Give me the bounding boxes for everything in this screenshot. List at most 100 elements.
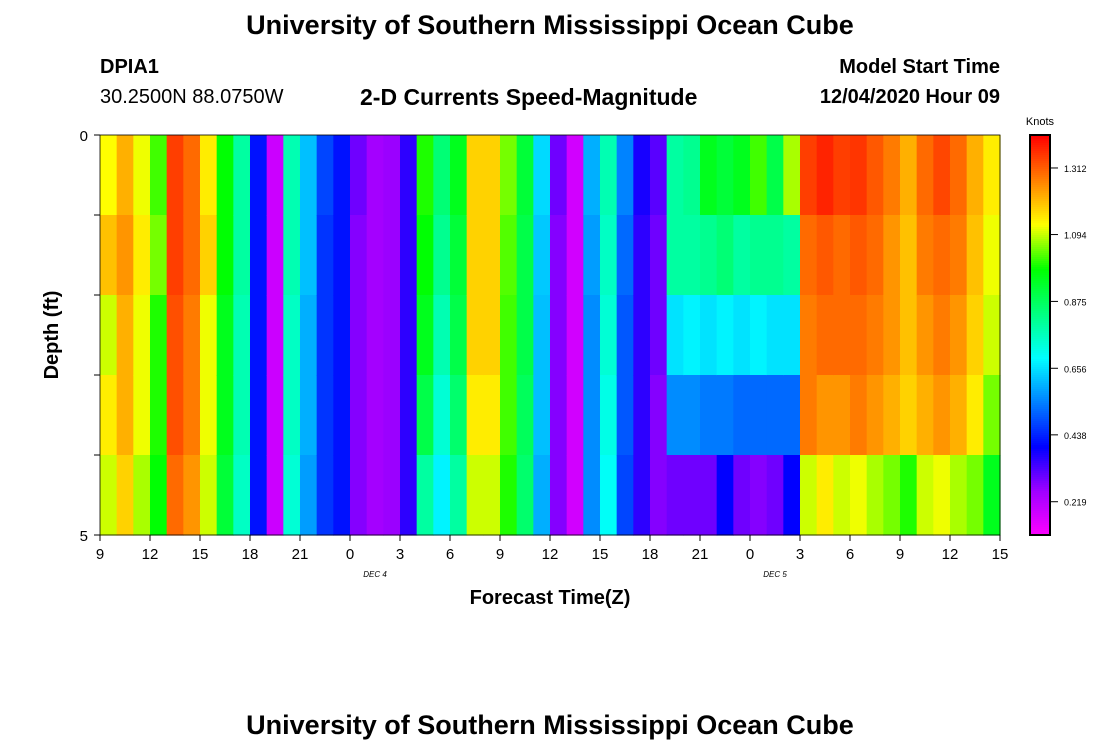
colorbar-strip [1030,297,1050,300]
heatmap-cell [750,455,768,536]
colorbar-strip [1030,379,1050,382]
colorbar-strip [1030,463,1050,466]
colorbar-strip [1030,189,1050,192]
heatmap-cell [466,295,484,376]
heatmap-cell [950,135,968,216]
colorbar-strip [1030,165,1050,168]
heatmap-cell [633,135,651,216]
heatmap-cell [933,215,951,296]
heatmap-cell [183,295,201,376]
colorbar-strip [1030,461,1050,464]
heatmap-cell [150,295,168,376]
heatmap-cell [966,375,984,456]
heatmap-cell [866,295,884,376]
colorbar-strip [1030,257,1050,260]
colorbar-strip [1030,337,1050,340]
heatmap-cell [666,215,684,296]
colorbar-strip [1030,269,1050,272]
heatmap-cell [333,135,351,216]
colorbar-strip [1030,527,1050,530]
colorbar-strip [1030,397,1050,400]
colorbar-strip [1030,157,1050,160]
heatmap-cell [916,455,934,536]
heatmap-cell [933,455,951,536]
colorbar-strip [1030,485,1050,488]
heatmap-cell [800,375,818,456]
colorbar-strip [1030,223,1050,226]
colorbar-strip [1030,231,1050,234]
heatmap-cell [833,455,851,536]
colorbar-strip [1030,459,1050,462]
colorbar-strip [1030,477,1050,480]
heatmap-cell [366,215,384,296]
heatmap-cell [450,455,468,536]
colorbar-strip [1030,209,1050,212]
station-coordinates: 30.2500N 88.0750W [100,86,284,108]
colorbar-strip [1030,301,1050,304]
heatmap-cell [833,215,851,296]
colorbar-strip [1030,335,1050,338]
heatmap-cell [200,295,218,376]
colorbar-strip [1030,239,1050,242]
colorbar-strip [1030,351,1050,354]
colorbar-strip [1030,293,1050,296]
heatmap-cell [816,375,834,456]
heatmap-cell [150,135,168,216]
heatmap-cell [483,135,501,216]
colorbar-unit-label: Knots [1026,116,1055,128]
heatmap-cell [150,215,168,296]
heatmap-cell [100,215,118,296]
colorbar-strip [1030,333,1050,336]
heatmap-cell [666,135,684,216]
heatmap-cell [316,455,334,536]
heatmap-cell [483,295,501,376]
heatmap-cell [983,375,1001,456]
heatmap-cell [116,135,134,216]
heatmap-cell [133,135,151,216]
heatmap-cell [100,135,118,216]
heatmap-cell [616,375,634,456]
colorbar-strip [1030,499,1050,502]
heatmap-cell [900,455,918,536]
heatmap-cell [466,215,484,296]
colorbar-strip [1030,221,1050,224]
heatmap-cell [500,135,518,216]
colorbar-strip [1030,439,1050,442]
colorbar-strip [1030,389,1050,392]
colorbar-strip [1030,309,1050,312]
heatmap-cell [533,455,551,536]
colorbar-strip [1030,453,1050,456]
date-label: DEC 4 [363,570,387,579]
heatmap-cell [400,455,418,536]
heatmap-cell [433,215,451,296]
colorbar-strip [1030,429,1050,432]
colorbar-strip [1030,455,1050,458]
heatmap-cell [733,295,751,376]
colorbar-strip [1030,443,1050,446]
colorbar-strip [1030,467,1050,470]
colorbar-strip [1030,425,1050,428]
colorbar-strip [1030,237,1050,240]
colorbar-strip [1030,487,1050,490]
colorbar-strip [1030,247,1050,250]
heatmap-cell [683,215,701,296]
colorbar-strip [1030,365,1050,368]
heatmap-cell [466,375,484,456]
heatmap-cell [816,295,834,376]
heatmap-cell [250,135,268,216]
heatmap-cell [183,135,201,216]
heatmap-cell [200,215,218,296]
colorbar-strip [1030,281,1050,284]
colorbar-strip [1030,219,1050,222]
heatmap-cell [216,295,234,376]
heatmap-cell [283,135,301,216]
x-tick-label: 15 [592,546,609,563]
colorbar-strip [1030,401,1050,404]
heatmap-cell [783,295,801,376]
colorbar-strip [1030,181,1050,184]
x-tick-label: 9 [896,546,904,563]
heatmap-cell [183,455,201,536]
colorbar-strip [1030,417,1050,420]
colorbar-strip [1030,501,1050,504]
x-tick-label: 3 [796,546,804,563]
